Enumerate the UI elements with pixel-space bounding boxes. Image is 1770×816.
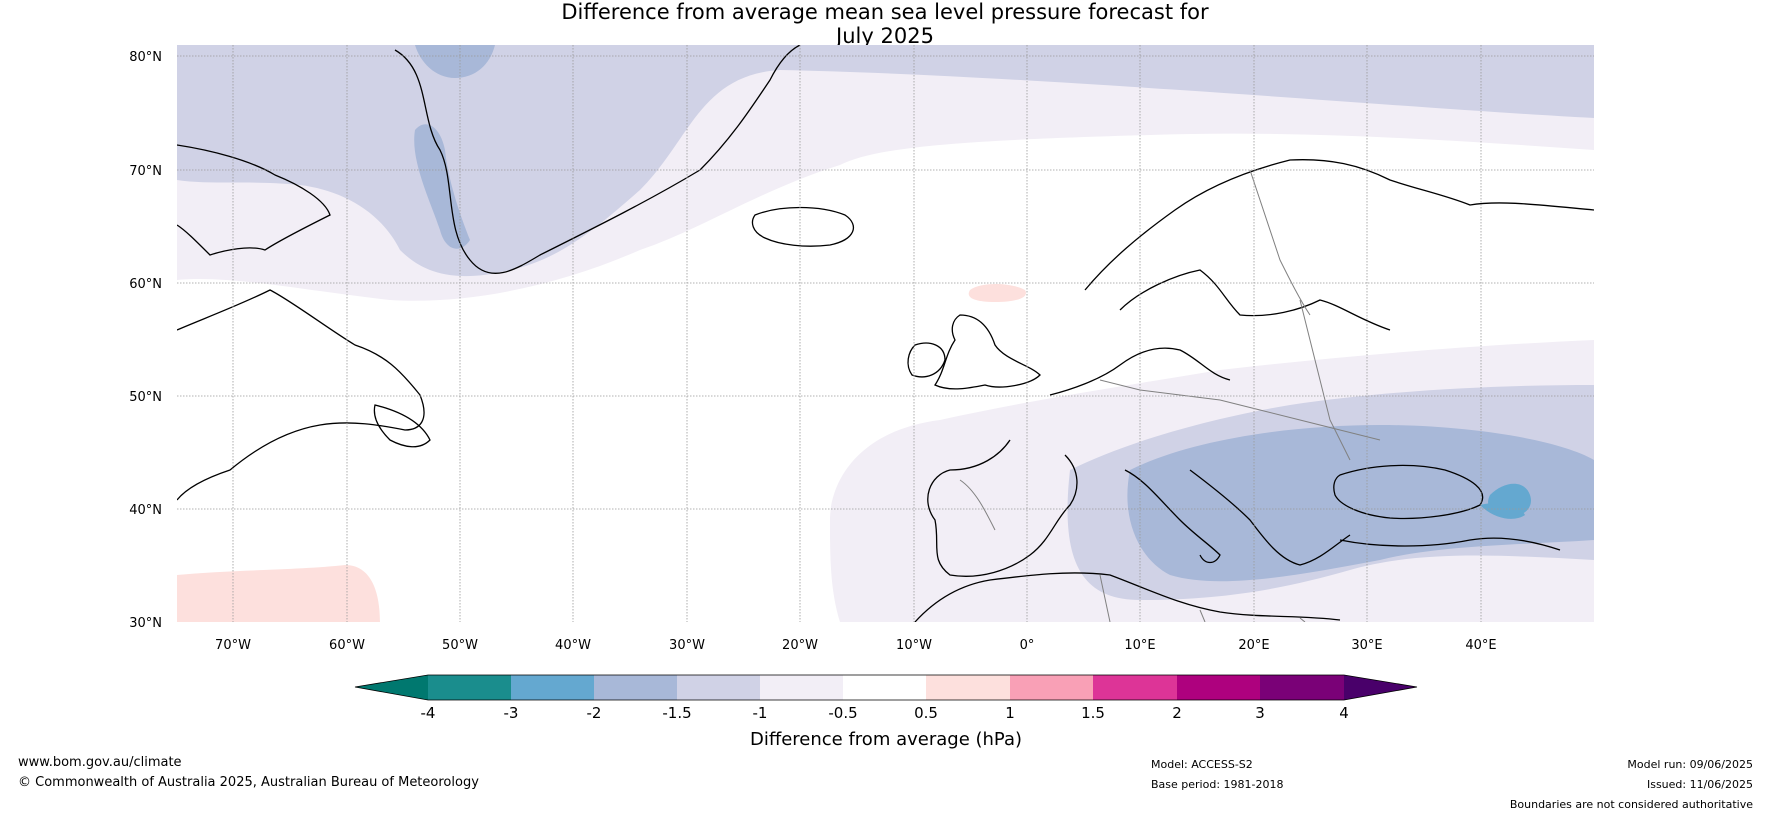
anomaly-region-north-sea-positive [968, 284, 1026, 302]
lat-label-70: 70°N [129, 164, 162, 179]
lon-label-60w: 60°W [329, 638, 365, 653]
lon-label-30e: 30°E [1351, 638, 1382, 653]
colorbar-tick-8: 1 [1005, 704, 1015, 722]
coast-newfoundland [373, 404, 431, 448]
anomaly-region-caucasus [1480, 503, 1525, 519]
country-borders [959, 169, 1381, 622]
colorbar-under-arrow [355, 675, 428, 700]
lon-label-30w: 30°W [669, 638, 705, 653]
anomaly-region-atlantic-positive [177, 565, 380, 622]
colorbar-tick-12: 4 [1339, 704, 1349, 722]
coast-canada-arctic [177, 144, 331, 256]
colorbar-segment-9 [1093, 675, 1177, 700]
colorbar-outline [354, 674, 1418, 701]
colorbar-segment-2 [511, 675, 594, 700]
coast-europe-west [1049, 347, 1231, 396]
coast-balkans-greece [1189, 469, 1351, 566]
colorbar-tick-11: 3 [1255, 704, 1265, 722]
lon-label-0: 0° [1020, 638, 1035, 653]
pressure-anomaly-map [177, 45, 1594, 622]
colorbar-segment-3 [594, 675, 677, 700]
lat-label-40: 40°N [129, 503, 162, 518]
footer-issued: Issued: 11/06/2025 [1646, 778, 1753, 791]
footer-copyright: © Commonwealth of Australia 2025, Austra… [18, 775, 479, 790]
coast-turkey-south [1339, 537, 1561, 551]
lon-label-70w: 70°W [215, 638, 251, 653]
anomaly-region-greenland-b [414, 124, 470, 249]
lon-label-20e: 20°E [1238, 638, 1269, 653]
colorbar-segment-4 [677, 675, 760, 700]
coast-north-africa [914, 572, 1341, 622]
colorbar-tick-labels: -4 -3 -2 -1.5 -1 -0.5 0.5 1 1.5 2 3 4 [421, 704, 1349, 722]
footer-disclaimer: Boundaries are not considered authoritat… [1509, 798, 1753, 811]
colorbar: -4 -3 -2 -1.5 -1 -0.5 0.5 1 1.5 2 3 4 Di… [354, 674, 1418, 750]
lon-label-40w: 40°W [555, 638, 591, 653]
coast-british-isles [934, 314, 1041, 390]
anomaly-region-greenland-a [415, 45, 495, 78]
border-central-europe [1099, 379, 1381, 441]
footer-model-run: Model run: 09/06/2025 [1627, 758, 1753, 771]
lon-label-10w: 10°W [896, 638, 932, 653]
lat-label-60: 60°N [129, 277, 162, 292]
graticule [177, 45, 1594, 622]
border-iberia [959, 479, 996, 531]
coast-iceland [751, 206, 855, 247]
lon-label-50w: 50°W [442, 638, 478, 653]
footer-base-period: Base period: 1981-2018 [1151, 778, 1284, 791]
colorbar-segment-11 [1260, 675, 1344, 700]
colorbar-segment-7 [926, 675, 1010, 700]
colorbar-tick-1: -4 [421, 704, 436, 722]
border-nordic [1249, 169, 1311, 316]
lat-label-50: 50°N [129, 390, 162, 405]
anomaly-region-north-mid [177, 45, 1594, 277]
colorbar-segment-8 [1010, 675, 1093, 700]
lat-label-80: 80°N [129, 50, 162, 65]
lon-label-40e: 40°E [1465, 638, 1496, 653]
coast-black-sea [1333, 464, 1484, 520]
colorbar-tick-7: 0.5 [914, 704, 938, 722]
coast-greenland [394, 45, 801, 275]
lon-label-20w: 20°W [782, 638, 818, 653]
coast-italy [1124, 469, 1221, 564]
lon-label-10e: 10°E [1124, 638, 1155, 653]
coast-iberia [927, 439, 1078, 577]
coast-scandinavia [1084, 159, 1594, 291]
colorbar-tick-3: -2 [587, 704, 602, 722]
coastlines [177, 45, 1594, 622]
coast-baltic [1119, 269, 1391, 331]
footer-model: Model: ACCESS-S2 [1151, 758, 1253, 771]
colorbar-tick-2: -3 [504, 704, 519, 722]
longitude-labels: 70°W 60°W 50°W 40°W 30°W 20°W 10°W 0° 10… [215, 638, 1497, 653]
footer-website: www.bom.gov.au/climate [18, 755, 182, 770]
colorbar-segment-6 [843, 675, 926, 700]
colorbar-tick-9: 1.5 [1081, 704, 1105, 722]
colorbar-tick-4: -1.5 [662, 704, 691, 722]
colorbar-segment-10 [1177, 675, 1260, 700]
title-line-1: Difference from average mean sea level p… [561, 0, 1209, 24]
title-line-2: July 2025 [836, 24, 934, 48]
colorbar-label: Difference from average (hPa) [750, 729, 1022, 750]
border-eastern-europe [1299, 299, 1351, 461]
colorbar-tick-6: -0.5 [828, 704, 857, 722]
coast-ireland [907, 342, 946, 378]
latitude-labels: 80°N 70°N 60°N 50°N 40°N 30°N [129, 50, 162, 631]
colorbar-tick-5: -1 [753, 704, 768, 722]
border-north-africa [1099, 574, 1306, 622]
anomaly-region-europe-dark [1127, 425, 1594, 582]
colorbar-tick-10: 2 [1172, 704, 1182, 722]
lat-label-30: 30°N [129, 616, 162, 631]
colorbar-over-arrow [1344, 675, 1417, 700]
colorbar-segment-5 [760, 675, 843, 700]
coast-labrador [177, 289, 425, 501]
colorbar-segment-1 [428, 675, 511, 700]
map-title: Difference from average mean sea level p… [0, 0, 1770, 48]
